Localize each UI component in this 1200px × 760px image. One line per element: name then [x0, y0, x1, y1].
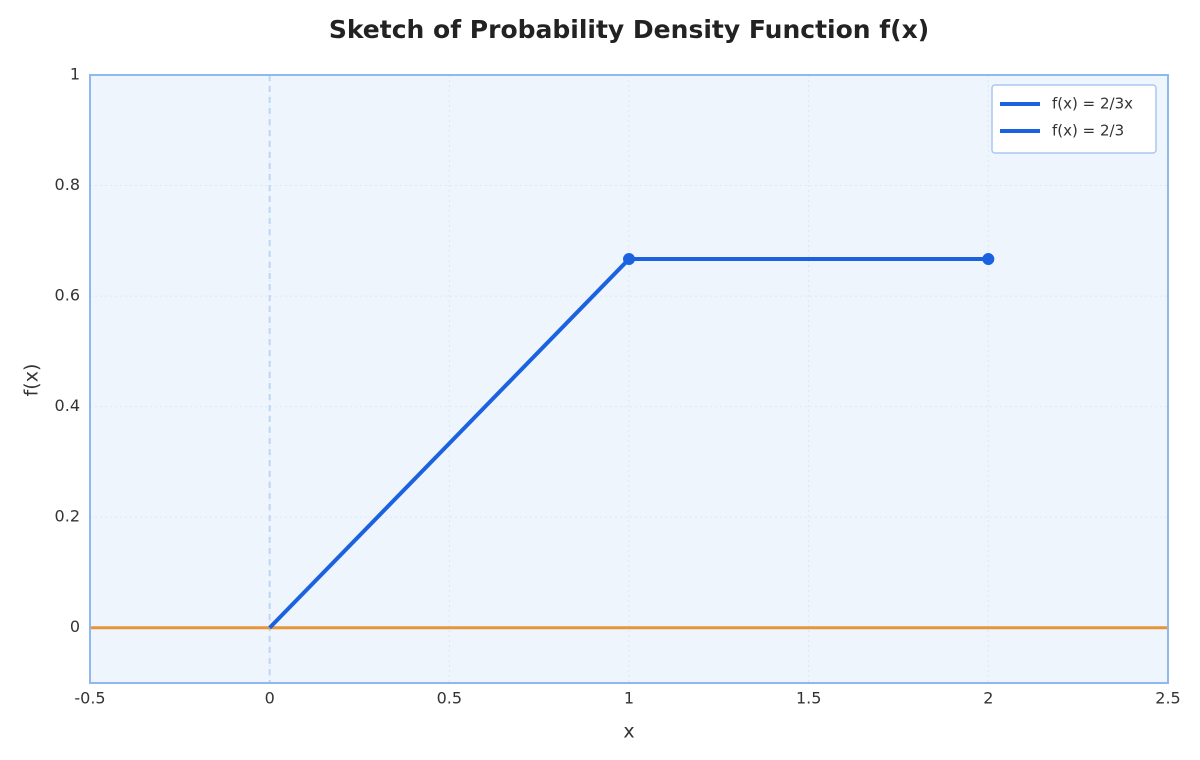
y-tick-label: 0.2 — [55, 507, 80, 526]
x-axis-label: x — [623, 721, 634, 743]
y-tick-label: 0.8 — [55, 175, 80, 194]
plot-border — [89, 74, 1169, 684]
y-tick-label: 1 — [70, 65, 80, 84]
x-tick-label: 2.5 — [1155, 689, 1180, 708]
x-tick-label: -0.5 — [74, 689, 105, 708]
x-tick-label: 0 — [265, 689, 275, 708]
x-tick-label: 2 — [983, 689, 993, 708]
y-tick-label: 0 — [70, 617, 80, 636]
legend-label: f(x) = 2/3x — [1052, 95, 1133, 113]
y-tick-label: 0.4 — [55, 396, 80, 415]
y-tick-label: 0.6 — [55, 286, 80, 305]
x-tick-label: 1.5 — [796, 689, 821, 708]
marker — [982, 253, 995, 266]
y-axis-label: f(x) — [21, 364, 43, 397]
x-tick-label: 1 — [624, 689, 634, 708]
x-tick-label: 0.5 — [437, 689, 462, 708]
legend-label: f(x) = 2/3 — [1052, 122, 1124, 140]
chart-title: Sketch of Probability Density Function f… — [329, 15, 929, 44]
line — [268, 257, 631, 630]
